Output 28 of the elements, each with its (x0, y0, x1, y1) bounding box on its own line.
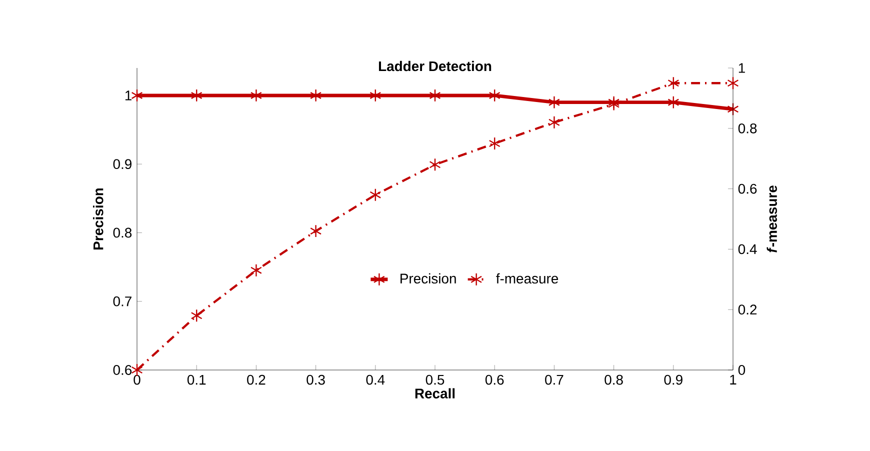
y-tick-label: 0.8 (113, 228, 132, 238)
y2-tick-label: 1 (738, 63, 745, 73)
x-tick-label: 0.8 (604, 374, 623, 385)
x-tick-label: 1 (730, 374, 736, 384)
x-tick-label: 0.1 (187, 374, 206, 385)
x-tick-label: 0.7 (545, 374, 564, 385)
legend-label: Precision (400, 273, 456, 284)
x-tick-label: 0 (134, 374, 140, 385)
y-tick-label: 1 (125, 90, 132, 100)
y2-tick-label: 0 (738, 365, 746, 375)
y-tick-label: 0.7 (113, 296, 132, 306)
x-tick-label: 0.4 (366, 374, 385, 385)
y2-tick-label: 0.2 (738, 304, 757, 315)
x-axis-title: Recall (415, 388, 455, 398)
y-tick-label: 0.9 (113, 159, 132, 170)
x-tick-label: 0.9 (664, 374, 682, 385)
y-axis-title: Precision (93, 188, 104, 250)
y2-tick-label: 0.8 (738, 123, 757, 134)
y2-axis-title: f-measure (766, 186, 777, 252)
x-tick-label: 0.3 (306, 374, 325, 385)
x-tick-label: 0.6 (485, 374, 504, 385)
legend-label: f-measure (496, 273, 558, 284)
y-tick-label: 0.6 (113, 365, 132, 375)
x-tick-label: 0.5 (426, 374, 444, 385)
x-tick-label: 0.2 (247, 374, 266, 385)
chart-title: Ladder Detection (378, 60, 492, 72)
y2-tick-label: 0.4 (738, 244, 757, 254)
y2-tick-label: 0.6 (738, 184, 757, 194)
